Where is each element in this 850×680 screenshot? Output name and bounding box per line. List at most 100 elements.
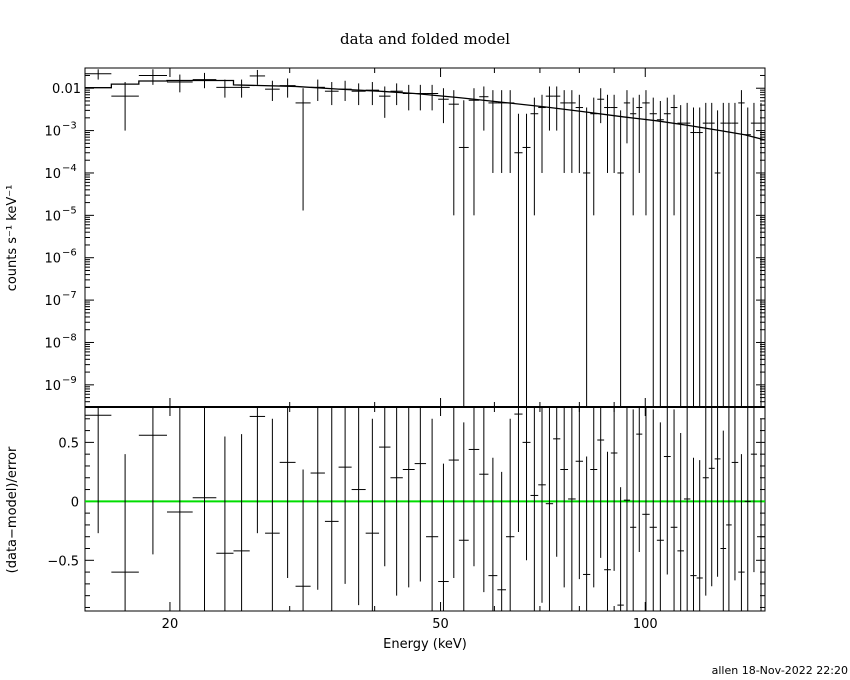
residual-point [438,463,449,611]
residual-point [390,407,403,596]
data-point [402,84,415,111]
data-point [656,100,664,407]
residual-point [590,407,598,588]
residual-point [568,407,576,611]
data-point [604,94,611,173]
data-point [575,94,584,173]
data-point [505,90,515,173]
y-tick-label: 10 [44,336,61,351]
data-point [623,90,631,144]
data-point [702,102,709,407]
data-point [479,86,489,131]
data-point [583,107,591,407]
data-point [738,90,745,407]
y-tick-exponent: −3 [62,121,77,132]
y-tick-label: 10 [44,209,61,224]
y-tick-label: 10 [44,379,61,394]
y-tick-exponent: −5 [62,205,77,216]
residual-point [738,454,745,611]
y-tick-label: 10 [44,294,61,309]
residual-point [636,407,643,553]
data-point [514,113,523,407]
residual-point [744,407,751,611]
y-tick-label: 10 [44,167,61,182]
data-point [265,80,280,101]
residual-point [696,460,703,611]
residual-point [505,418,515,611]
data-point [216,79,234,98]
data-point [233,79,250,98]
y-axis-label-spectrum: counts s⁻¹ keV⁻¹ [5,185,20,292]
data-point [750,102,758,407]
data-point [379,86,391,118]
residual-point [522,407,531,561]
data-point [468,88,480,216]
data-point [166,74,193,93]
residual-point [656,422,664,611]
residual-point [545,407,554,611]
y-tick-label: 10 [44,125,61,140]
data-point [538,94,546,173]
data-point [590,97,598,216]
residual-point [216,436,234,611]
residual-point [426,418,439,611]
residual-point [468,407,480,567]
residual-point [497,471,506,611]
x-tick-label: 100 [633,617,658,632]
residual-point [351,407,366,606]
residual-point [414,407,427,582]
y-tick-exponent: −6 [62,248,77,259]
y-tick-label: 0.5 [58,436,79,451]
data-point [426,84,439,111]
x-tick-label: 50 [432,617,449,632]
residual-point [192,407,217,611]
data-point [568,90,576,173]
residual-point [85,407,112,534]
data-point [295,88,311,211]
data-point [338,80,352,101]
spectrum-frame [84,67,766,408]
data-point [757,102,765,407]
data-point [448,90,459,216]
residual-point [597,407,605,558]
chart-title: data and folded model [340,30,510,48]
data-point [690,107,697,407]
y-tick-exponent: −7 [62,290,77,301]
data-point [458,100,469,407]
residual-point [623,407,631,611]
footer-timestamp: allen 18-Nov-2022 22:20 [712,664,848,677]
residual-point [583,456,591,611]
residual-point [324,407,339,611]
y-tick-exponent: −9 [62,375,77,386]
data-point [545,86,554,131]
residual-point [265,418,280,611]
residual-point [720,430,727,611]
residual-point [479,407,489,593]
residual-point [379,407,391,567]
residual-point [560,407,569,588]
data-point [390,83,403,106]
residual-point [610,407,618,571]
residual-point [731,407,739,581]
data-point [497,90,506,173]
residual-point [649,409,657,611]
residual-point [402,407,415,588]
data-point [677,105,684,407]
data-point [324,82,339,106]
data-point [279,78,296,98]
residual-point [604,451,611,611]
data-point [85,69,112,80]
data-point [351,83,366,106]
y-tick-label: 0.01 [52,82,81,97]
data-point [192,72,217,89]
data-point [617,110,624,407]
residual-point [279,407,296,578]
data-point [138,69,167,85]
data-point [683,102,691,407]
data-point [630,97,637,216]
residual-point [670,409,678,611]
residual-point [111,454,139,611]
residual-point [575,407,584,580]
y-tick-label: −0.5 [47,554,79,569]
y-axis-label-residuals: (data−model)/error [5,446,20,573]
